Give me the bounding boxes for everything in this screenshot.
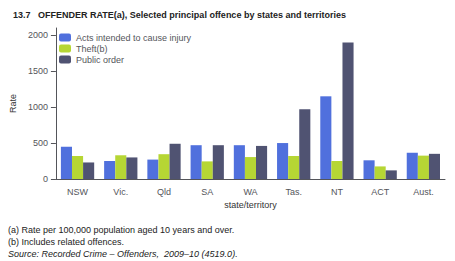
svg-text:2000: 2000	[28, 30, 48, 40]
svg-text:WA: WA	[243, 187, 257, 197]
svg-text:NSW: NSW	[67, 187, 89, 197]
svg-text:Source: Recorded Crime – Offen: Source: Recorded Crime – Offenders, 2009…	[8, 249, 238, 259]
svg-text:Public order: Public order	[76, 55, 124, 65]
svg-text:Qld: Qld	[157, 187, 171, 197]
svg-text:Aust.: Aust.	[413, 187, 434, 197]
svg-text:NT: NT	[331, 187, 343, 197]
svg-text:(a) Rate per 100,000 populatio: (a) Rate per 100,000 population aged 10 …	[8, 225, 234, 235]
svg-text:SA: SA	[201, 187, 213, 197]
svg-text:Rate: Rate	[8, 94, 18, 113]
svg-text:13.7 OFFENDER RATE(a), Selec: 13.7 OFFENDER RATE(a), Selected principa…	[13, 10, 346, 20]
svg-text:state/territory: state/territory	[224, 200, 277, 210]
svg-text:Acts intended to cause injury: Acts intended to cause injury	[76, 33, 192, 43]
svg-text:1500: 1500	[28, 66, 48, 76]
svg-text:Theft(b): Theft(b)	[76, 44, 108, 54]
svg-text:(b) Includes related offences.: (b) Includes related offences.	[8, 237, 124, 247]
svg-text:ACT: ACT	[371, 187, 390, 197]
svg-text:0: 0	[43, 174, 48, 184]
svg-text:Vic.: Vic.	[113, 187, 128, 197]
svg-text:500: 500	[33, 138, 48, 148]
svg-text:Tas.: Tas.	[285, 187, 302, 197]
svg-text:1000: 1000	[28, 102, 48, 112]
